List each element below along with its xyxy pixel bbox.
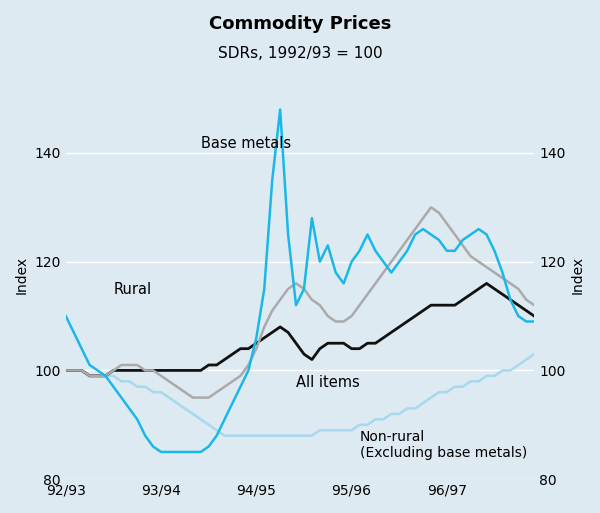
Text: All items: All items — [296, 374, 360, 390]
Text: Non-rural
(Excluding base metals): Non-rural (Excluding base metals) — [359, 430, 527, 460]
Y-axis label: Index: Index — [15, 256, 29, 294]
Text: Base metals: Base metals — [201, 135, 291, 150]
Text: Commodity Prices: Commodity Prices — [209, 15, 391, 33]
Text: Rural: Rural — [113, 282, 152, 298]
Y-axis label: Index: Index — [571, 256, 585, 294]
Text: SDRs, 1992/93 = 100: SDRs, 1992/93 = 100 — [218, 46, 382, 61]
